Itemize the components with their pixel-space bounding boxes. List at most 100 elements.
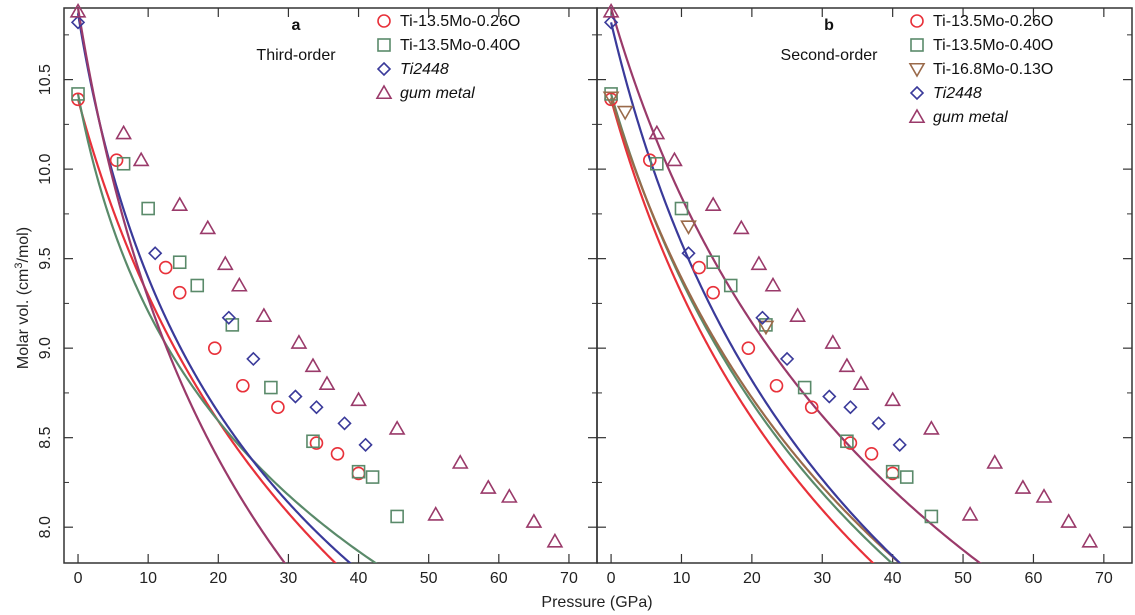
data-point	[225, 318, 240, 332]
legend-label: Ti-13.5Mo-0.26O	[400, 13, 520, 30]
data-point	[365, 470, 380, 484]
data-point	[158, 260, 173, 275]
legend-marker	[910, 38, 924, 52]
series-ti2448	[70, 15, 373, 452]
data-point	[141, 201, 155, 216]
plot-frame	[596, 7, 1133, 564]
data-point	[230, 276, 248, 292]
data-point	[822, 389, 837, 404]
data-point	[750, 255, 768, 271]
data-point	[479, 479, 497, 494]
legend-marker	[909, 85, 925, 101]
data-point	[986, 454, 1004, 469]
legend-item: Ti-13.5Mo-0.40O	[377, 37, 520, 54]
data-point	[843, 400, 858, 415]
fit-curves	[610, 8, 982, 563]
data-point	[681, 246, 696, 261]
data-point	[71, 87, 85, 101]
series-ti-13-5mo-0-40o	[604, 87, 939, 524]
data-point	[115, 124, 132, 140]
legend-marker	[910, 14, 924, 28]
legend-label: Ti-13.5Mo-0.40O	[400, 37, 520, 54]
legend-item: Ti-13.5Mo-0.26O	[910, 13, 1053, 30]
fit-line-ti-16-8mo-0-13o	[610, 97, 902, 563]
data-point	[207, 341, 222, 355]
legend-label: Ti2448	[400, 61, 449, 78]
x-tick-label: 20	[209, 570, 227, 587]
data-point	[221, 310, 236, 325]
data-point	[642, 153, 657, 167]
data-point	[674, 201, 689, 216]
data-point	[804, 400, 819, 415]
data-point	[892, 437, 907, 452]
legend-marker	[908, 108, 926, 124]
data-point	[648, 124, 666, 140]
y-tick-label: 8.5	[37, 426, 54, 448]
data-point	[525, 513, 543, 528]
data-point	[390, 509, 404, 524]
data-point	[1035, 488, 1053, 503]
data-point	[680, 220, 697, 236]
data-point	[172, 285, 187, 300]
panel-letter: b	[824, 17, 834, 34]
data-point	[755, 310, 770, 325]
data-point	[603, 15, 619, 30]
data-point	[843, 436, 858, 450]
data-point	[1014, 479, 1032, 494]
x-tick-label: 60	[490, 570, 508, 587]
legend-item: Ti-16.8Mo-0.13O	[908, 61, 1053, 78]
data-point	[388, 420, 406, 435]
data-point	[70, 15, 86, 30]
data-point	[216, 255, 234, 271]
data-point	[838, 357, 856, 373]
data-point	[132, 151, 150, 167]
data-point	[271, 400, 285, 415]
y-tick-label: 10.5	[37, 64, 54, 95]
legend-marker	[908, 62, 926, 78]
data-point	[602, 2, 620, 18]
data-point	[290, 334, 308, 349]
legend-marker	[377, 14, 391, 28]
legend-label: Ti2448	[933, 85, 982, 102]
data-point	[884, 391, 902, 407]
legend-label: gum metal	[400, 85, 475, 102]
y-tick-label: 9.0	[37, 337, 54, 359]
data-point	[706, 285, 720, 300]
fit-curves	[76, 8, 378, 563]
series-ti-16-8mo-0-13o	[602, 91, 775, 336]
data-point	[764, 276, 782, 292]
panel-letter: a	[292, 17, 301, 34]
legend-label: gum metal	[933, 109, 1008, 126]
data-point	[1081, 532, 1099, 548]
legend: Ti-13.5Mo-0.26O Ti-13.5Mo-0.40O Ti2448 gum …	[375, 13, 520, 102]
data-point	[706, 255, 720, 270]
legend-item: Ti-13.5Mo-0.40O	[910, 37, 1053, 54]
data-point	[899, 470, 914, 484]
legend-label: Ti-13.5Mo-0.26O	[933, 13, 1053, 30]
data-point	[741, 341, 756, 355]
data-point	[116, 156, 131, 171]
x-tick-label: 0	[74, 570, 83, 587]
data-point	[1060, 513, 1078, 528]
series-ti-13-5mo-0-40o	[71, 87, 404, 524]
data-point	[306, 434, 320, 449]
x-tick-label: 70	[560, 570, 578, 587]
data-point	[789, 307, 807, 322]
y-axis-label: Molar vol. (cm3/mol)	[13, 227, 32, 369]
data-point	[885, 464, 900, 479]
series-gum-metal	[602, 2, 1099, 548]
data-point	[602, 91, 620, 107]
data-point	[779, 351, 795, 367]
data-point	[427, 506, 445, 521]
data-point	[616, 105, 634, 121]
data-point	[350, 391, 367, 407]
legend-marker	[376, 61, 392, 77]
data-point	[190, 278, 205, 293]
data-point	[172, 255, 187, 270]
data-point	[330, 446, 345, 461]
data-point	[337, 416, 352, 431]
data-point	[318, 375, 336, 391]
data-point	[546, 532, 564, 548]
x-tick-label: 10	[673, 570, 691, 587]
